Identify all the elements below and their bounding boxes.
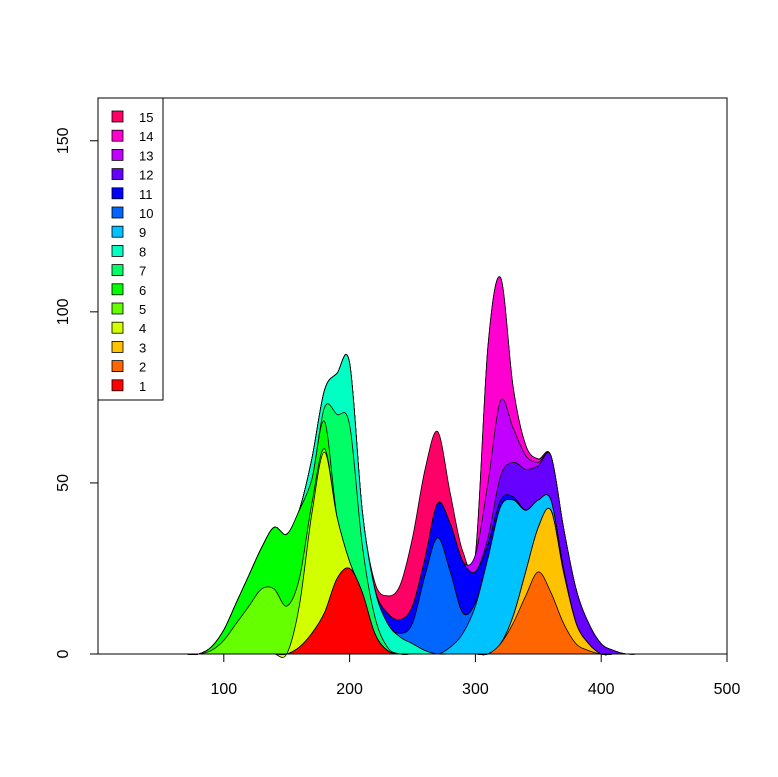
- legend-label-12: 12: [139, 168, 153, 183]
- legend-swatch-7: [111, 264, 124, 277]
- legend-swatch-12: [111, 168, 124, 181]
- legend-swatch-8: [111, 244, 124, 257]
- legend-box: [97, 97, 164, 401]
- legend-swatch-10: [111, 206, 124, 219]
- y-tick-label: 150: [55, 127, 72, 154]
- legend-swatch-9: [111, 225, 124, 238]
- legend-swatch-2: [111, 360, 124, 373]
- legend-swatch-14: [111, 129, 124, 142]
- legend: 15 14 13 12 11 10 9 8 7 6 5 4 3 2 1: [97, 97, 164, 401]
- legend-swatch-1: [111, 379, 124, 392]
- y-tick-label: 50: [55, 474, 72, 492]
- legend-label-1: 1: [139, 379, 146, 394]
- y-tick-label: 100: [55, 298, 72, 325]
- legend-label-3: 3: [139, 340, 146, 355]
- legend-label-13: 13: [139, 148, 153, 163]
- legend-label-11: 11: [139, 187, 153, 202]
- legend-label-10: 10: [139, 206, 153, 221]
- x-tick-label: 200: [336, 681, 363, 698]
- legend-label-5: 5: [139, 302, 146, 317]
- legend-swatch-13: [111, 148, 124, 161]
- legend-swatch-11: [111, 187, 124, 200]
- x-tick-label: 400: [588, 681, 615, 698]
- legend-label-14: 14: [139, 129, 153, 144]
- legend-swatch-4: [111, 321, 124, 334]
- legend-swatch-15: [111, 110, 124, 123]
- legend-label-6: 6: [139, 283, 146, 298]
- legend-label-8: 8: [139, 244, 146, 259]
- area-layer: [185, 276, 640, 658]
- legend-label-15: 15: [139, 110, 153, 125]
- legend-label-7: 7: [139, 264, 146, 279]
- y-tick-label: 0: [55, 649, 72, 658]
- x-tick-label: 100: [210, 681, 237, 698]
- legend-swatch-3: [111, 340, 124, 353]
- x-tick-label: 300: [462, 681, 489, 698]
- legend-swatch-6: [111, 283, 124, 296]
- legend-label-4: 4: [139, 321, 146, 336]
- legend-label-9: 9: [139, 225, 146, 240]
- legend-swatch-5: [111, 302, 124, 315]
- axes: 100 200 300 400 500 0 50 100 150: [55, 127, 740, 698]
- x-tick-label: 500: [714, 681, 741, 698]
- legend-label-2: 2: [139, 360, 146, 375]
